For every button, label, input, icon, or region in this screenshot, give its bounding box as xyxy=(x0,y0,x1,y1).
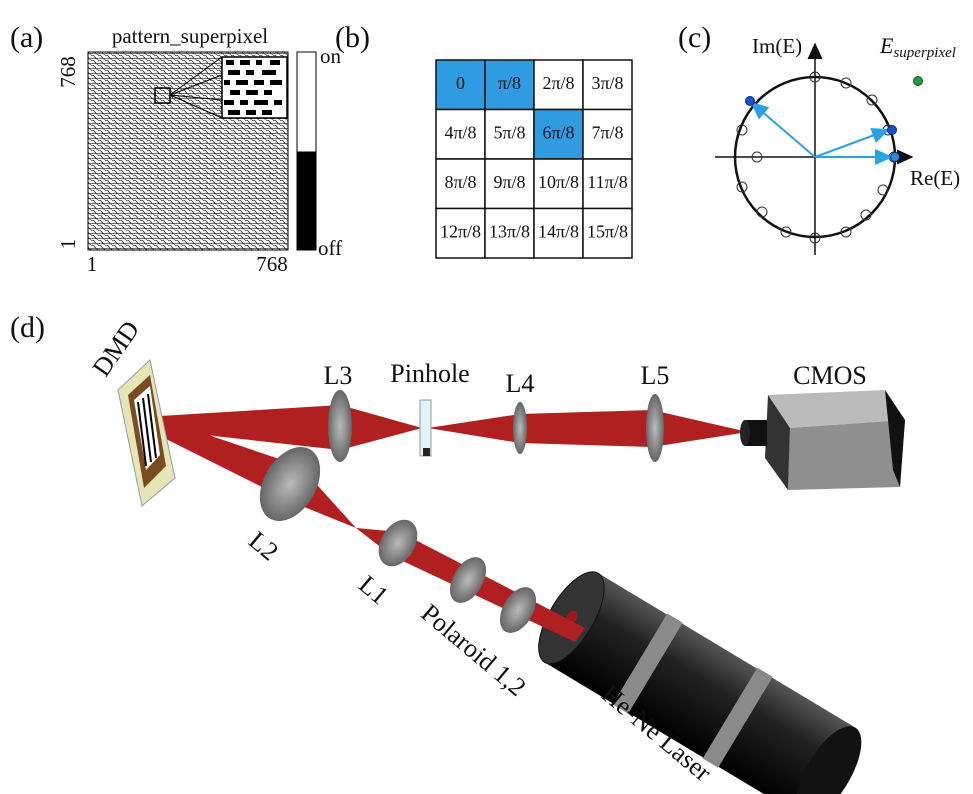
panel-c: (c) Im(E) Re(E) Esuperpixel xyxy=(678,21,960,255)
l1-label: L1 xyxy=(353,570,394,611)
cell-label: 0 xyxy=(456,73,465,93)
phasor-dot xyxy=(888,126,897,135)
cell-label: 8π/8 xyxy=(444,172,476,192)
cell-label: π/8 xyxy=(498,73,521,93)
phase-point xyxy=(878,185,888,195)
cell-label: 2π/8 xyxy=(542,73,574,93)
cell-label: 6π/8 xyxy=(542,122,574,142)
e-base: E xyxy=(879,33,894,58)
panel-d: (d) DMD L3 Pinhole L4 L5 CMOS L2 L1 Pola… xyxy=(10,311,905,794)
panel-label: (d) xyxy=(10,311,45,344)
cell-label: 5π/8 xyxy=(493,122,525,142)
cell-label: 4π/8 xyxy=(444,122,476,142)
cell-label: 11π/8 xyxy=(587,172,627,192)
arrow xyxy=(752,103,815,157)
panel-label: (a) xyxy=(10,21,43,54)
cell-label: 9π/8 xyxy=(493,172,525,192)
cmos-label: CMOS xyxy=(793,361,867,390)
cell-label: 15π/8 xyxy=(587,221,628,241)
im-label: Im(E) xyxy=(752,34,802,58)
dmd-label: DMD xyxy=(87,315,146,381)
beam xyxy=(428,410,748,447)
y-bottom: 1 xyxy=(56,239,80,250)
title: pattern_superpixel xyxy=(112,24,268,48)
pinhole xyxy=(420,400,431,456)
panel-a: (a) pattern_superpixel 768 1 1 768 on of… xyxy=(10,21,342,276)
zoom-inset xyxy=(222,57,287,118)
cell-label: 7π/8 xyxy=(591,122,623,142)
panel-label: (c) xyxy=(678,21,711,54)
cmos xyxy=(740,390,905,490)
e-superpixel: Esuperpixel xyxy=(879,33,956,61)
l5-label: L5 xyxy=(641,361,670,390)
lens xyxy=(646,394,664,462)
cell-label: 13π/8 xyxy=(489,221,530,241)
panel-label: (b) xyxy=(335,21,370,54)
e-sub: superpixel xyxy=(893,45,955,61)
cell-label: 12π/8 xyxy=(440,221,481,241)
l4-label: L4 xyxy=(506,369,535,398)
phasor-dot xyxy=(891,153,900,162)
arrow xyxy=(815,130,888,157)
colorbar-off xyxy=(297,152,316,250)
re-label: Re(E) xyxy=(910,166,960,190)
figure: (a) pattern_superpixel 768 1 1 768 on of… xyxy=(0,0,973,794)
pinhole-label: Pinhole xyxy=(390,359,469,388)
panel-b: (b) 0 π/8 2π/8 3π/8 4π/8 5π/8 6π/8 7π/8 8π/8 9π/8… xyxy=(335,21,632,258)
cell-label: 3π/8 xyxy=(591,73,623,93)
lens xyxy=(513,402,527,454)
cell-label: 14π/8 xyxy=(538,221,579,241)
off-label: off xyxy=(318,236,342,260)
superpixel-dot xyxy=(914,77,923,86)
lens xyxy=(328,390,352,462)
y-top: 768 xyxy=(56,56,80,88)
x-right: 768 xyxy=(256,252,288,276)
l3-label: L3 xyxy=(324,361,353,390)
colorbar-on xyxy=(297,52,316,152)
phasor-dot xyxy=(746,97,755,106)
l2-label: L2 xyxy=(243,526,284,567)
x-left: 1 xyxy=(87,252,98,276)
cell-label: 10π/8 xyxy=(538,172,579,192)
